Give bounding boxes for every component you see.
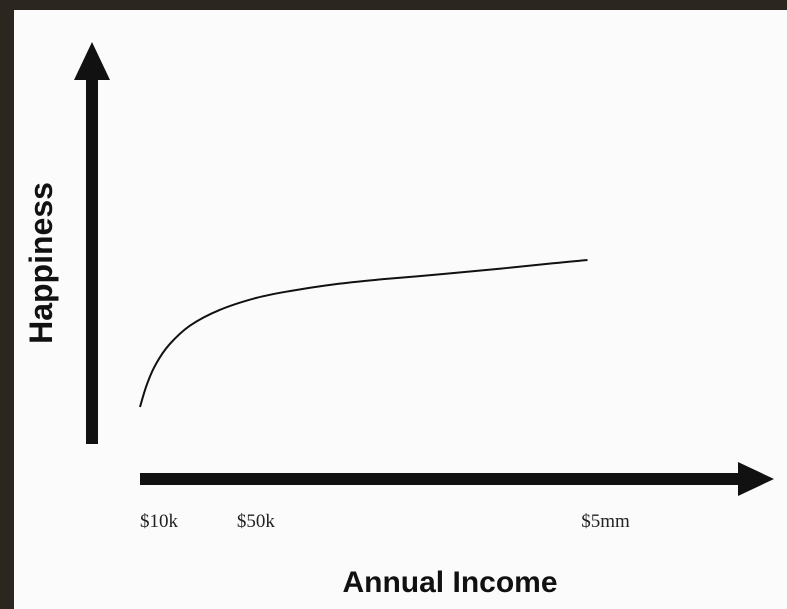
x-axis-shaft	[140, 473, 742, 485]
x-tick-label: $5mm	[581, 511, 630, 532]
x-tick-label: $50k	[237, 511, 276, 532]
y-axis-label: Happiness	[23, 182, 59, 344]
chart-panel	[14, 10, 787, 609]
x-tick-labels: $10k $50k $5mm	[140, 511, 630, 532]
y-axis-shaft	[86, 76, 98, 444]
series-line	[139, 259, 588, 408]
x-axis	[140, 462, 774, 496]
x-axis-arrowhead	[738, 462, 774, 496]
x-tick-label: $10k	[140, 511, 179, 532]
y-axis-arrowhead	[74, 42, 110, 80]
x-axis-label: Annual Income	[342, 566, 557, 599]
y-axis	[74, 42, 110, 444]
